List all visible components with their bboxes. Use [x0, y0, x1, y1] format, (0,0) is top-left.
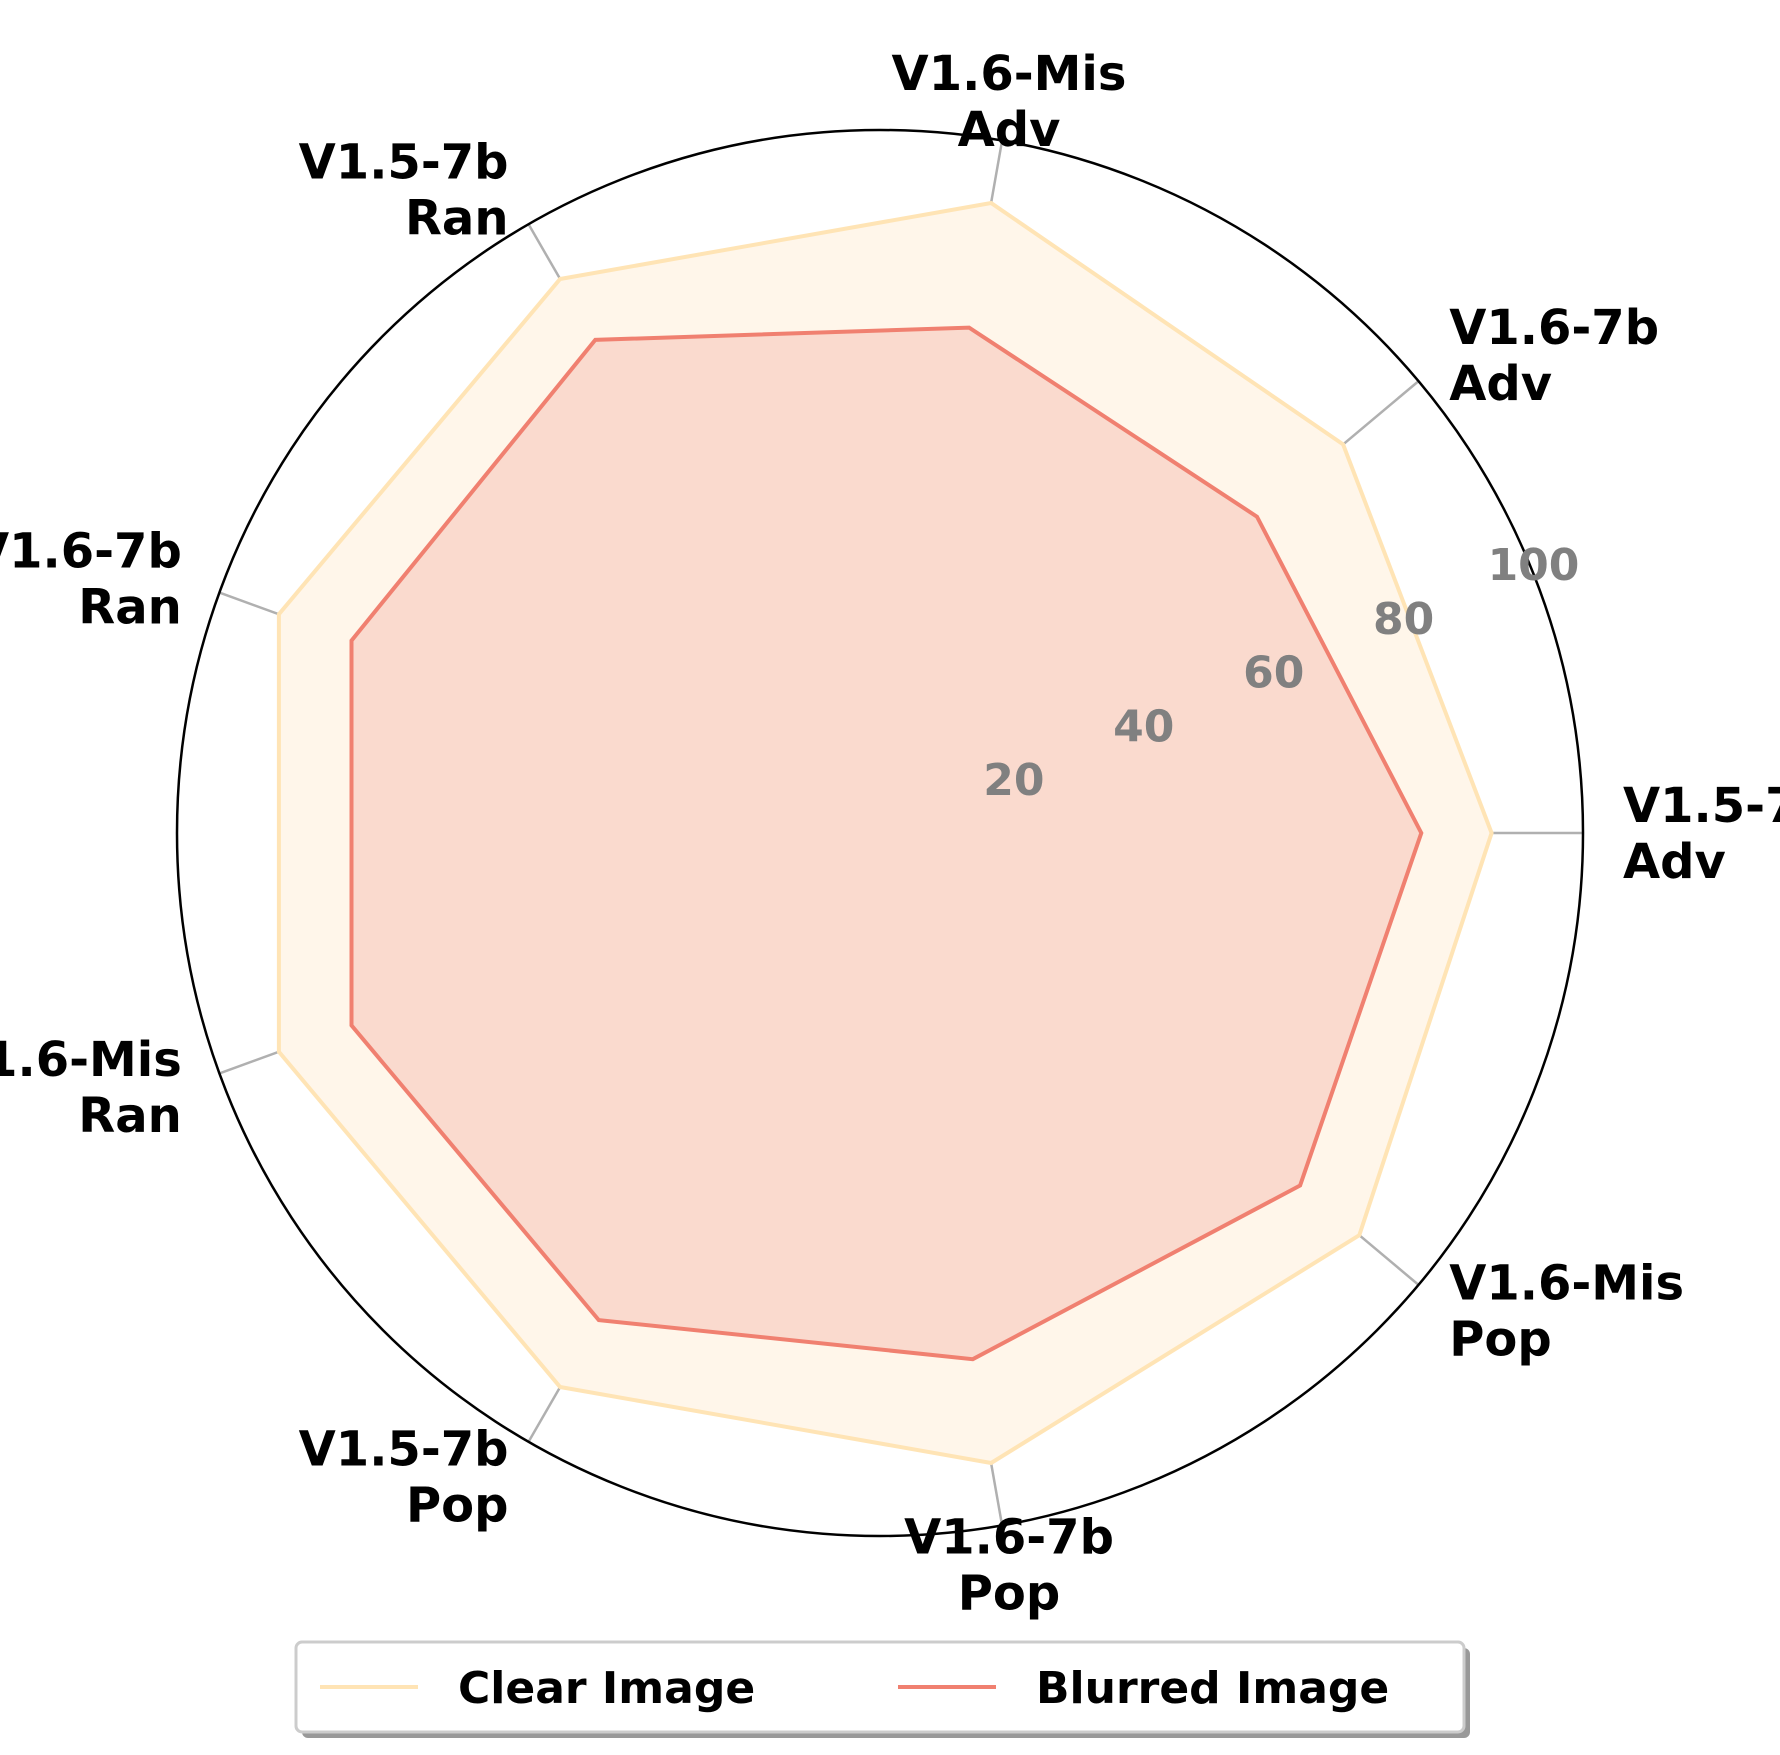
category-label: V1.6-7b Pop	[904, 1510, 1114, 1622]
legend: Clear Image Blurred Image	[294, 1640, 1470, 1738]
category-label: V1.5-7b Ran	[299, 134, 509, 246]
radial-tick-labels: 20 40 60 80 100	[983, 540, 1579, 806]
legend-box	[294, 1640, 1466, 1734]
radial-tick-label: 100	[1488, 540, 1580, 591]
category-label: V1.6-Mis Adv	[892, 46, 1127, 158]
legend-label: Blurred Image	[1036, 1663, 1389, 1714]
radial-tick-label: 80	[1373, 594, 1434, 645]
series-line	[349, 325, 1424, 1362]
category-label: V1.5-7b Pop	[299, 1421, 509, 1533]
series-line	[276, 200, 1494, 1466]
category-label: V1.6-7b Adv	[1449, 300, 1659, 412]
radial-tick-label: 60	[1243, 648, 1304, 699]
radial-tick-label: 20	[983, 755, 1044, 806]
legend-label: Clear Image	[458, 1663, 755, 1714]
category-label: V1.6-Mis Pop	[1449, 1255, 1684, 1367]
series-layer	[276, 200, 1494, 1466]
series-area	[351, 327, 1422, 1360]
radial-tick-label: 40	[1113, 701, 1174, 752]
outer-circle	[175, 128, 1585, 1538]
